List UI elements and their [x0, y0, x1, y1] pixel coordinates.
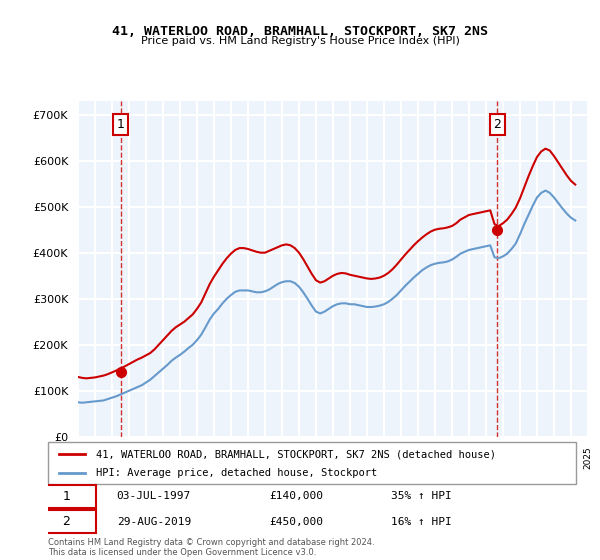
Text: 1: 1 [116, 118, 124, 131]
Text: 2: 2 [62, 515, 70, 528]
Text: 41, WATERLOO ROAD, BRAMHALL, STOCKPORT, SK7 2NS (detached house): 41, WATERLOO ROAD, BRAMHALL, STOCKPORT, … [95, 449, 496, 459]
Text: 2: 2 [493, 118, 502, 131]
FancyBboxPatch shape [37, 485, 95, 508]
Text: 35% ↑ HPI: 35% ↑ HPI [391, 492, 452, 502]
FancyBboxPatch shape [37, 510, 95, 533]
Text: 41, WATERLOO ROAD, BRAMHALL, STOCKPORT, SK7 2NS: 41, WATERLOO ROAD, BRAMHALL, STOCKPORT, … [112, 25, 488, 38]
Text: Contains HM Land Registry data © Crown copyright and database right 2024.
This d: Contains HM Land Registry data © Crown c… [48, 538, 374, 557]
Text: 1: 1 [62, 490, 70, 503]
Text: 16% ↑ HPI: 16% ↑ HPI [391, 517, 452, 527]
Text: 03-JUL-1997: 03-JUL-1997 [116, 492, 191, 502]
Text: Price paid vs. HM Land Registry's House Price Index (HPI): Price paid vs. HM Land Registry's House … [140, 36, 460, 46]
FancyBboxPatch shape [48, 442, 576, 484]
Text: £450,000: £450,000 [270, 517, 324, 527]
Text: 29-AUG-2019: 29-AUG-2019 [116, 517, 191, 527]
Text: £140,000: £140,000 [270, 492, 324, 502]
Text: HPI: Average price, detached house, Stockport: HPI: Average price, detached house, Stoc… [95, 468, 377, 478]
